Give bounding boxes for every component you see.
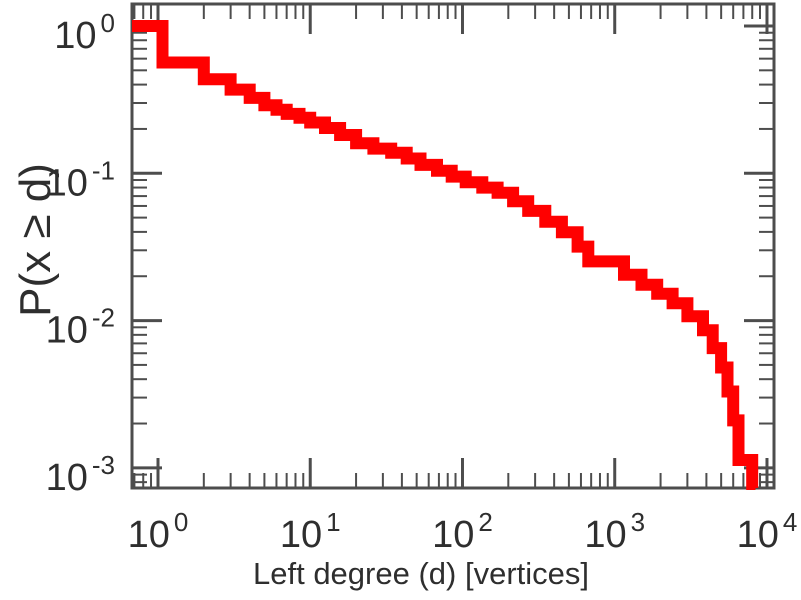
svg-text:102: 10 2 (432, 507, 493, 556)
svg-text:100: 10 0 (128, 507, 189, 556)
x-axis-title: Left degree (d) [vertices] (253, 556, 589, 591)
svg-text:10-2: 10 -2 (46, 303, 115, 352)
svg-text:100: 10 0 (54, 8, 115, 57)
svg-text:103: 10 3 (584, 507, 645, 556)
y-axis-title: P(x ≥ d) (11, 163, 60, 317)
svg-text:101: 10 1 (280, 507, 341, 556)
svg-text:10-1: 10 -1 (46, 155, 115, 204)
svg-text:10-3: 10 -3 (46, 450, 115, 499)
svg-text:104: 10 4 (737, 507, 798, 556)
